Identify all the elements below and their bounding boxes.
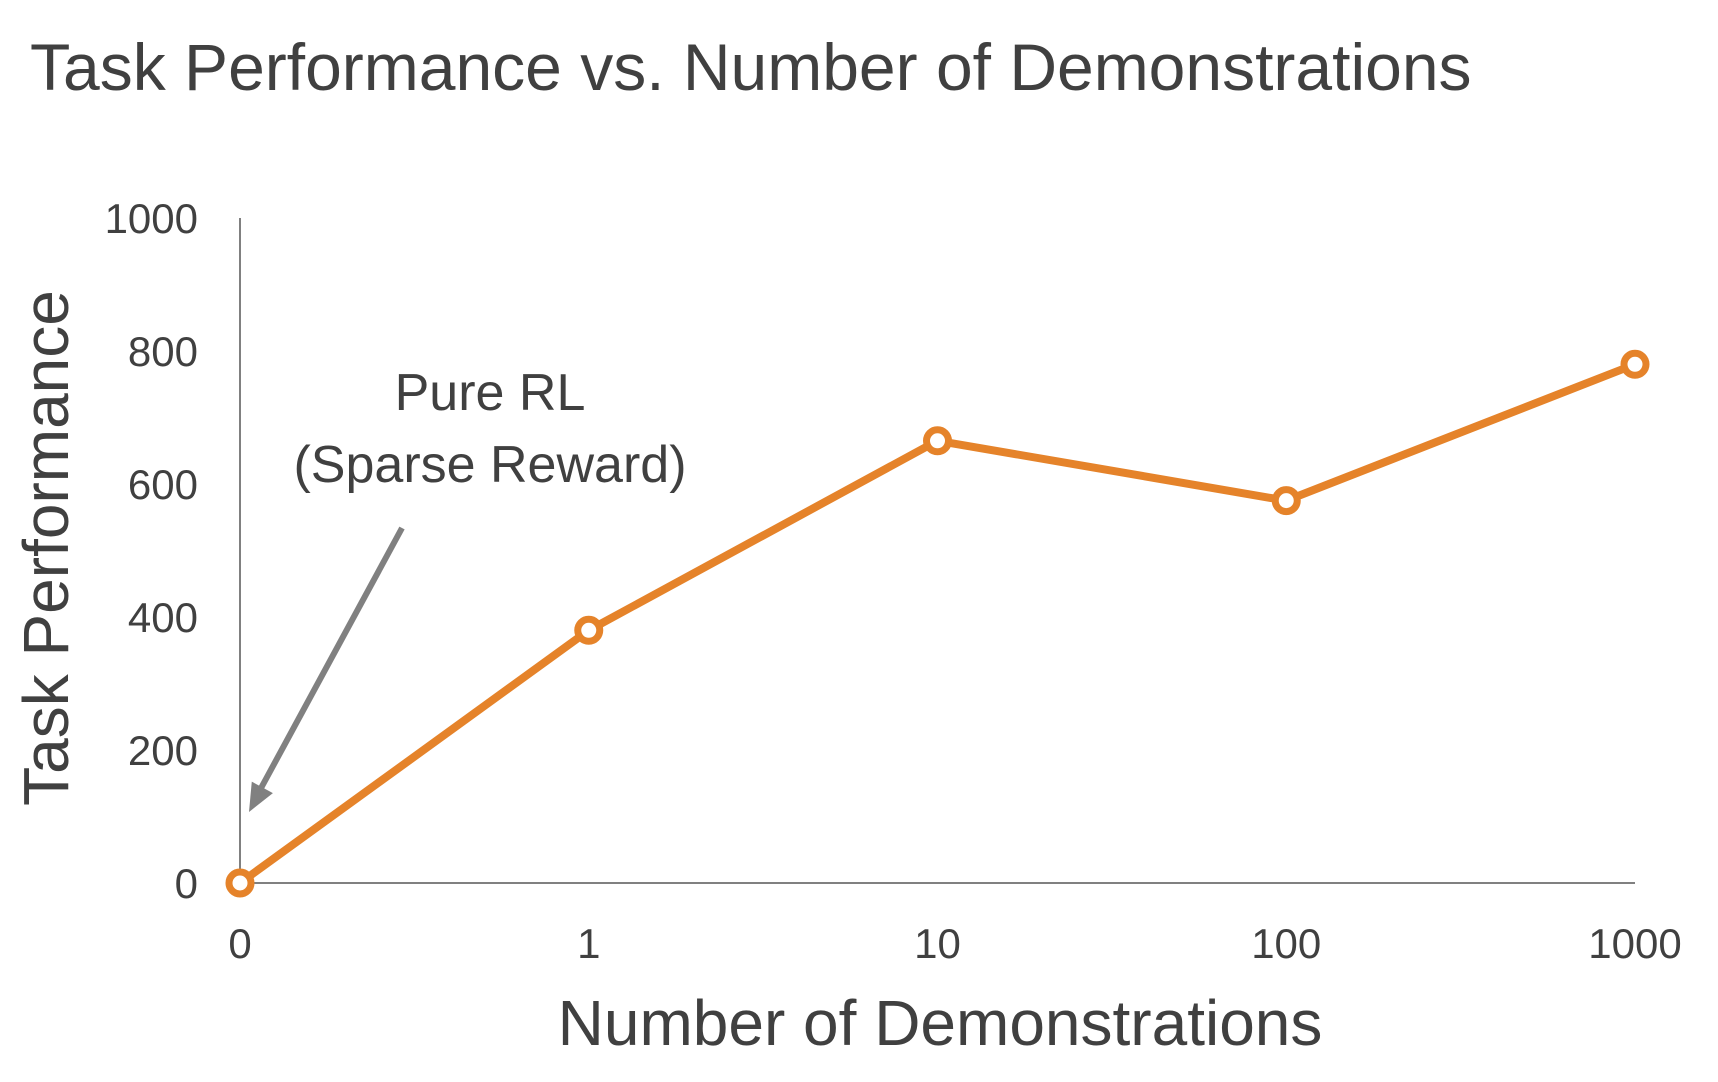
x-tick-label: 1 bbox=[577, 920, 600, 967]
annotation-line1: Pure RL bbox=[395, 364, 586, 422]
pure-rl-annotation: Pure RL (Sparse Reward) bbox=[249, 364, 687, 812]
data-point-marker bbox=[1620, 349, 1650, 379]
y-tick-label: 200 bbox=[128, 727, 198, 774]
x-tick-labels: 0 1 10 100 1000 bbox=[228, 920, 1681, 967]
y-tick-label: 400 bbox=[128, 594, 198, 641]
x-tick-label: 1000 bbox=[1588, 920, 1681, 967]
y-tick-label: 600 bbox=[128, 461, 198, 508]
data-point-marker bbox=[923, 426, 952, 456]
series-layer bbox=[225, 349, 1650, 898]
y-tick-label: 0 bbox=[175, 860, 198, 907]
data-point-marker bbox=[574, 615, 604, 645]
y-tick-label: 1000 bbox=[105, 195, 198, 242]
data-point-marker bbox=[1271, 486, 1301, 516]
annotation-arrow bbox=[257, 526, 405, 792]
annotation-line2: (Sparse Reward) bbox=[293, 436, 686, 494]
x-tick-label: 0 bbox=[228, 920, 251, 967]
annotation-arrow-head bbox=[249, 781, 273, 812]
x-tick-label: 10 bbox=[914, 920, 961, 967]
x-tick-label: 100 bbox=[1251, 920, 1321, 967]
chart-title: Task Performance vs. Number of Demonstra… bbox=[30, 30, 1472, 104]
data-point-marker bbox=[225, 868, 255, 898]
y-tick-label: 800 bbox=[128, 328, 198, 375]
y-tick-labels: 0 200 400 600 800 1000 bbox=[105, 195, 198, 907]
axes bbox=[239, 218, 1635, 884]
x-axis-title: Number of Demonstrations bbox=[558, 987, 1323, 1059]
y-axis-title: Task Performance bbox=[10, 290, 82, 806]
